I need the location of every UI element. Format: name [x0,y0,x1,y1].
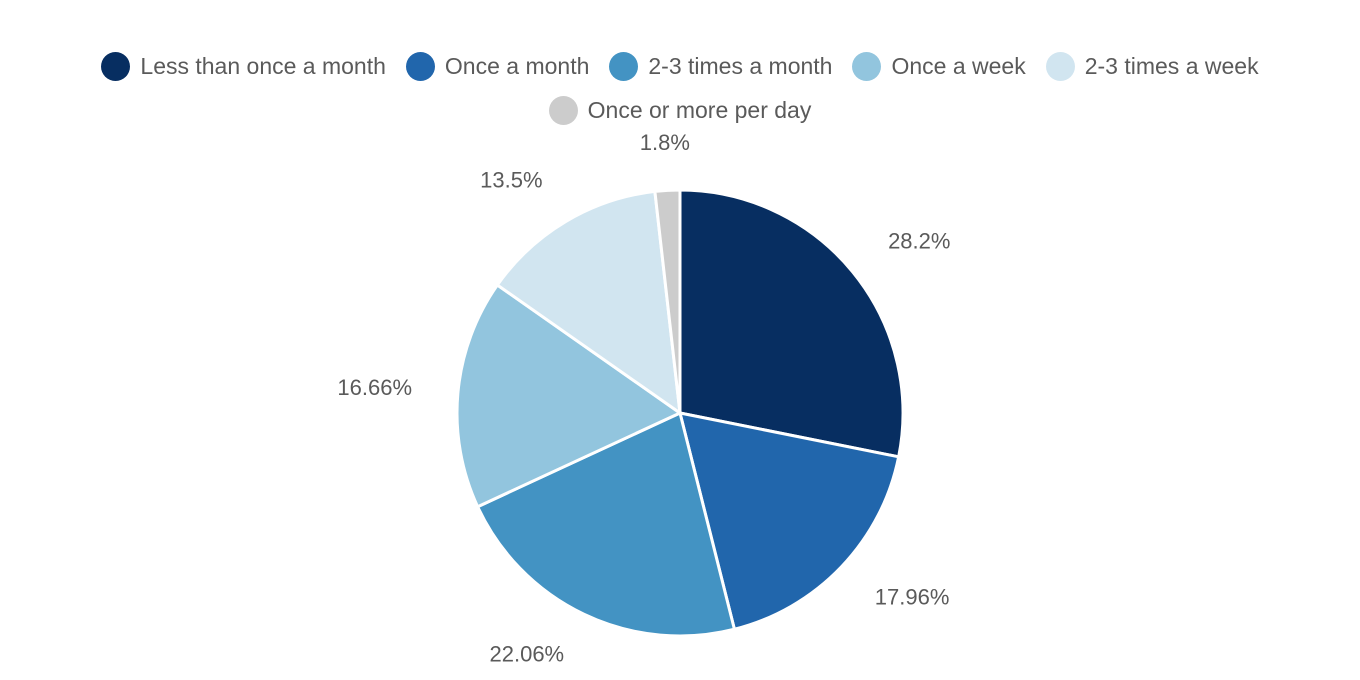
pie-slice-once-a-month[interactable] [678,411,901,631]
pie-slice-once-or-more-per-day[interactable] [653,188,682,415]
legend-label: Once or more per day [587,96,812,123]
legend-swatch [852,51,882,81]
legend-label: Once a month [444,52,590,79]
legend-item-once-a-week[interactable]: Once a week [852,51,1026,81]
legend-item-once-or-more-per-day[interactable]: Once or more per day [548,95,812,125]
legend-label: Once a week [891,52,1026,79]
pie-slice-less-than-once-a-month[interactable] [678,188,905,459]
legend-swatch [101,51,131,81]
pie-slice-once-a-week[interactable] [455,283,682,509]
legend-label: 2-3 times a week [1084,52,1259,79]
pie-data-labels: 28.2% 17.96% 22.06% 16.66% 13.5% 1.8% [337,130,950,666]
data-label-2-3-times-a-month: 22.06% [490,642,565,667]
data-label-2-3-times-a-week: 13.5% [480,168,542,193]
legend-swatch [609,51,639,81]
legend-item-2-3-times-a-week[interactable]: 2-3 times a week [1045,51,1259,81]
data-label-once-a-week: 16.66% [337,375,412,400]
legend-swatch [405,51,435,81]
pie-slices [455,188,905,638]
legend-item-2-3-times-a-month[interactable]: 2-3 times a month [609,51,833,81]
data-label-once-or-more-per-day: 1.8% [640,130,690,155]
legend-label: Less than once a month [140,52,386,79]
pie-slice-2-3-times-a-month[interactable] [476,411,736,638]
data-label-less-than-once-a-month: 28.2% [888,228,950,253]
legend: Less than once a month Once a month 2-3 … [0,51,1360,125]
legend-label: 2-3 times a month [648,52,833,79]
legend-swatch [1045,51,1075,81]
data-label-once-a-month: 17.96% [875,584,950,609]
legend-item-once-a-month[interactable]: Once a month [405,51,590,81]
pie-slice-2-3-times-a-week[interactable] [495,189,682,415]
legend-item-less-than-once-a-month[interactable]: Less than once a month [101,51,386,81]
legend-swatch [548,95,578,125]
